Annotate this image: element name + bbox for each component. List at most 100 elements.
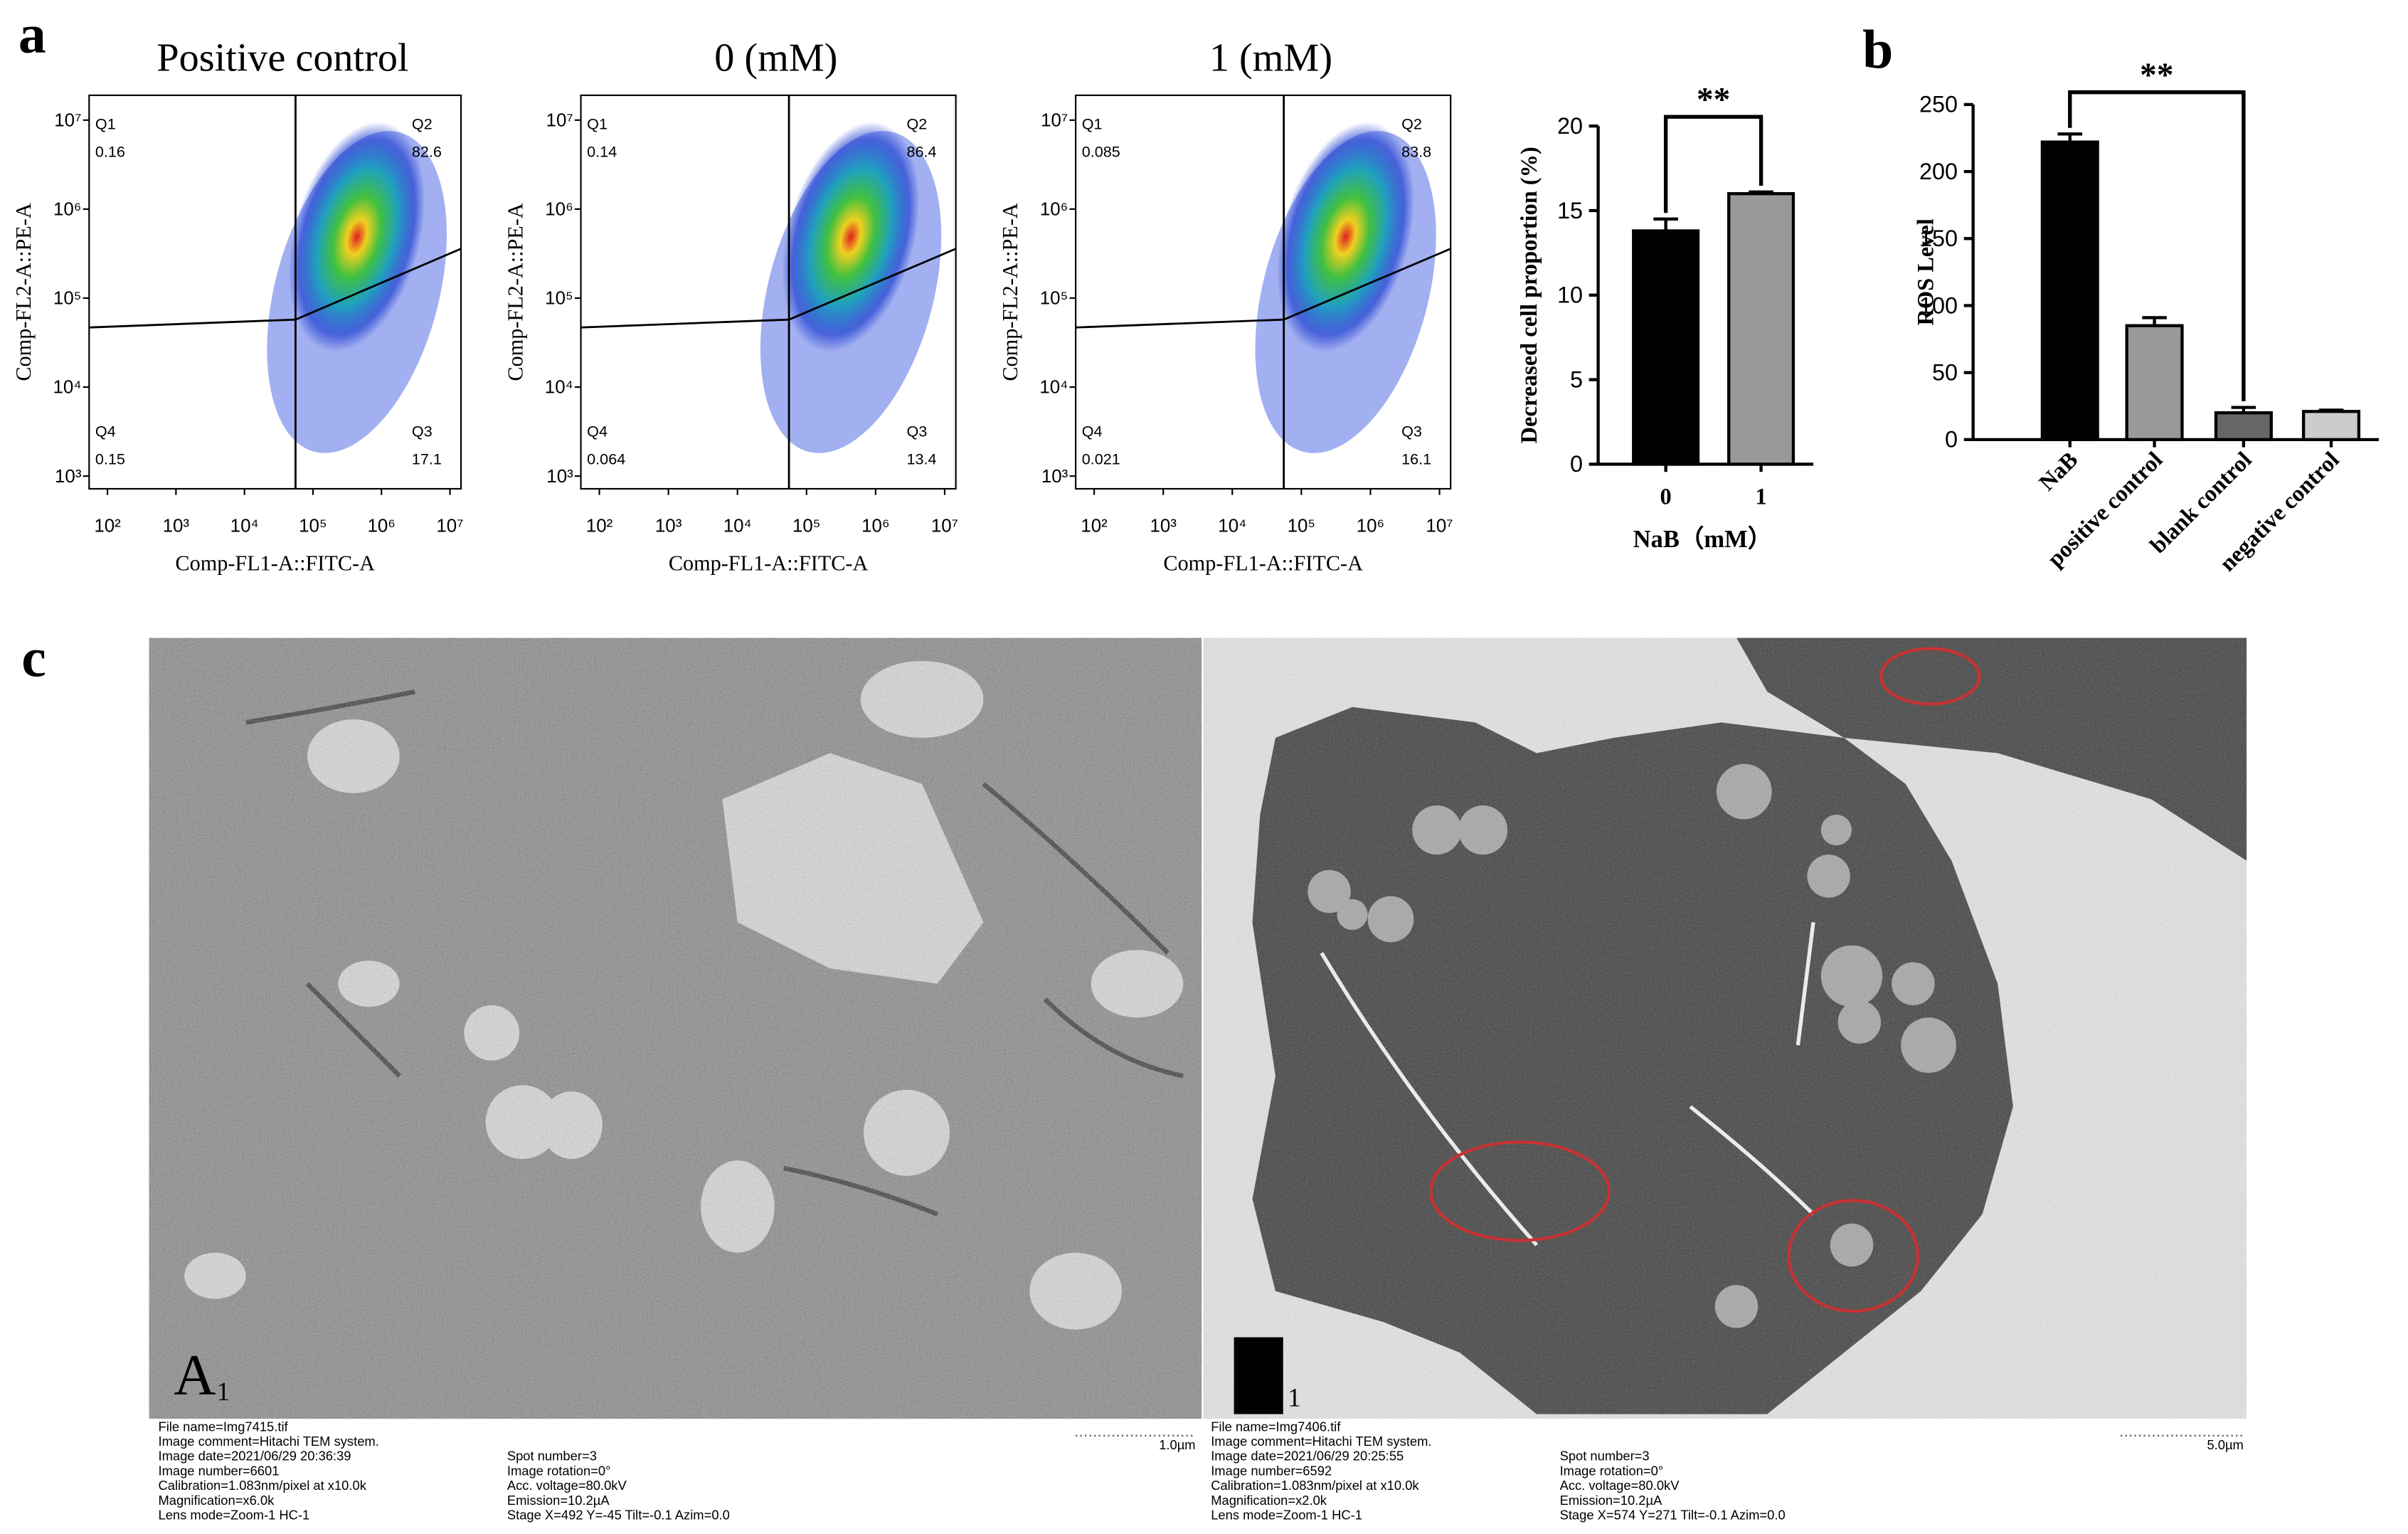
quadrant-value: 83.8	[1401, 142, 1431, 160]
image-info: Spot number=3	[1560, 1449, 1650, 1464]
image-info: Spot number=3	[507, 1449, 597, 1464]
y-tick-label: 200	[1919, 159, 1958, 184]
x-tick-label: 10²	[586, 516, 613, 536]
y-tick-label: 10⁴	[545, 378, 573, 398]
image-info: Magnification=x2.0k	[1211, 1493, 1327, 1508]
plot-frame	[88, 94, 462, 490]
label-box	[1234, 1337, 1283, 1414]
significance-label: **	[2140, 57, 2174, 94]
bar	[1727, 192, 1796, 466]
quadrant-value: 0.16	[95, 142, 125, 160]
image-info: Image date=2021/06/29 20:36:39	[158, 1449, 351, 1464]
density-cloud	[1277, 122, 1415, 352]
density-cloud	[288, 122, 425, 352]
quadrant-name: Q1	[587, 115, 608, 132]
quadrant-name: Q3	[907, 423, 928, 440]
image-label-subscript: 1	[217, 1377, 230, 1406]
y-tick-label: 0	[1570, 451, 1583, 477]
y-axis-label: Decreased cell proportion (%)	[1517, 147, 1542, 443]
y-tick-label: 10⁶	[1040, 200, 1068, 220]
y-axis-label: ROS Level	[1914, 218, 1939, 325]
error-bar	[2057, 132, 2083, 142]
y-tick-label: 10⁷	[54, 110, 81, 130]
x-tick-label: 10²	[1081, 516, 1108, 536]
quadrant-name: Q4	[587, 423, 608, 440]
bar	[2040, 140, 2099, 442]
y-tick-label: 5	[1570, 366, 1583, 392]
image-info: Calibration=1.083nm/pixel at x10.0k	[1211, 1478, 1419, 1493]
bar	[2301, 410, 2361, 442]
x-tick-label: 0	[1660, 485, 1672, 510]
image-info: Image rotation=0°	[507, 1463, 611, 1478]
x-axis-label: NaB（mM）	[1633, 525, 1773, 553]
plot-title: Positive control	[157, 36, 408, 80]
y-tick-label: 10⁶	[53, 200, 81, 220]
error-bar	[1653, 217, 1678, 231]
y-tick-label: 10³	[55, 467, 82, 487]
y-axis-label: Comp-FL2-A::PE-A	[11, 203, 36, 381]
y-tick-label: 10⁶	[545, 200, 573, 220]
significance-bracket	[2068, 90, 2246, 401]
image-info: Stage X=492 Y=-45 Tilt=-0.1 Azim=0.0	[507, 1508, 730, 1523]
x-axis-label: Comp-FL1-A::FITC-A	[669, 551, 869, 575]
image-label-subscript: 1	[1288, 1383, 1300, 1412]
gate-line	[89, 248, 462, 329]
gate-line	[1076, 248, 1451, 329]
quadrant-name: Q2	[1401, 115, 1422, 132]
y-tick-label: 10⁵	[53, 289, 82, 309]
y-tick-label: 10	[1557, 282, 1583, 308]
quadrant-value: 0.064	[587, 450, 625, 467]
plot-title: 1 (mM)	[1209, 36, 1332, 80]
bar	[2214, 411, 2273, 442]
x-tick-label: 10⁴	[1218, 516, 1246, 536]
y-tick-label: 10⁷	[1041, 110, 1068, 130]
density-cloud	[782, 122, 920, 352]
y-tick-label: 100	[1919, 292, 1958, 318]
image-info: Lens mode=Zoom-1 HC-1	[158, 1508, 309, 1523]
error-bar	[2318, 408, 2344, 412]
plot-frame	[580, 94, 957, 490]
y-tick-label: 10⁴	[53, 378, 82, 398]
bar	[1632, 229, 1700, 466]
x-tick-label: 10⁷	[436, 516, 463, 536]
y-tick-label: 150	[1919, 226, 1958, 251]
image-info: Image comment=Hitachi TEM system.	[158, 1434, 378, 1449]
image-info: Image rotation=0°	[1560, 1463, 1664, 1478]
x-tick-label: 1	[1755, 485, 1766, 510]
quadrant-name: Q3	[1401, 423, 1422, 440]
quadrant-value: 0.021	[1082, 450, 1120, 467]
image-info: Stage X=574 Y=271 Tilt=-0.1 Azim=0.0	[1560, 1508, 1786, 1523]
x-tick-label: 10⁵	[792, 516, 821, 536]
image-info: Emission=10.2µA	[507, 1493, 610, 1508]
y-tick-label: 10⁵	[545, 289, 573, 309]
x-tick-label: 10³	[163, 516, 190, 536]
x-tick-label: 10⁷	[931, 516, 958, 536]
image-info: Image comment=Hitachi TEM system.	[1211, 1434, 1431, 1449]
image-info: Image date=2021/06/29 20:25:55	[1211, 1449, 1404, 1464]
x-axis-label: Comp-FL1-A::FITC-A	[175, 551, 375, 575]
image-label: A	[174, 1342, 216, 1407]
image-info: File name=Img7406.tif	[1211, 1419, 1341, 1434]
error-bar	[2231, 406, 2256, 413]
image-info: Calibration=1.083nm/pixel at x10.0k	[158, 1478, 366, 1493]
x-tick-label: 10⁴	[723, 516, 752, 536]
quadrant-name: Q1	[1082, 115, 1103, 132]
quadrant-value: 13.4	[907, 450, 937, 467]
quadrant-value: 16.1	[1401, 450, 1431, 467]
x-axis-label: Comp-FL1-A::FITC-A	[1163, 551, 1363, 575]
x-tick-label: 10⁵	[1288, 516, 1316, 536]
quadrant-value: 17.1	[412, 450, 442, 467]
image-info: Acc. voltage=80.0kV	[507, 1478, 627, 1493]
quadrant-value: 0.085	[1082, 142, 1120, 160]
y-tick-label: 10³	[1041, 467, 1068, 487]
panel-letter: a	[18, 3, 46, 64]
x-tick-label: 10⁷	[1426, 516, 1453, 536]
y-axis-label: Comp-FL2-A::PE-A	[998, 203, 1022, 381]
quadrant-name: Q4	[1082, 423, 1103, 440]
y-axis-label: Comp-FL2-A::PE-A	[503, 203, 527, 381]
error-bar	[2142, 316, 2167, 326]
tem-image	[149, 638, 1202, 1419]
scale-label: 1.0µm	[1159, 1437, 1195, 1452]
y-tick-label: 50	[1932, 359, 1958, 385]
